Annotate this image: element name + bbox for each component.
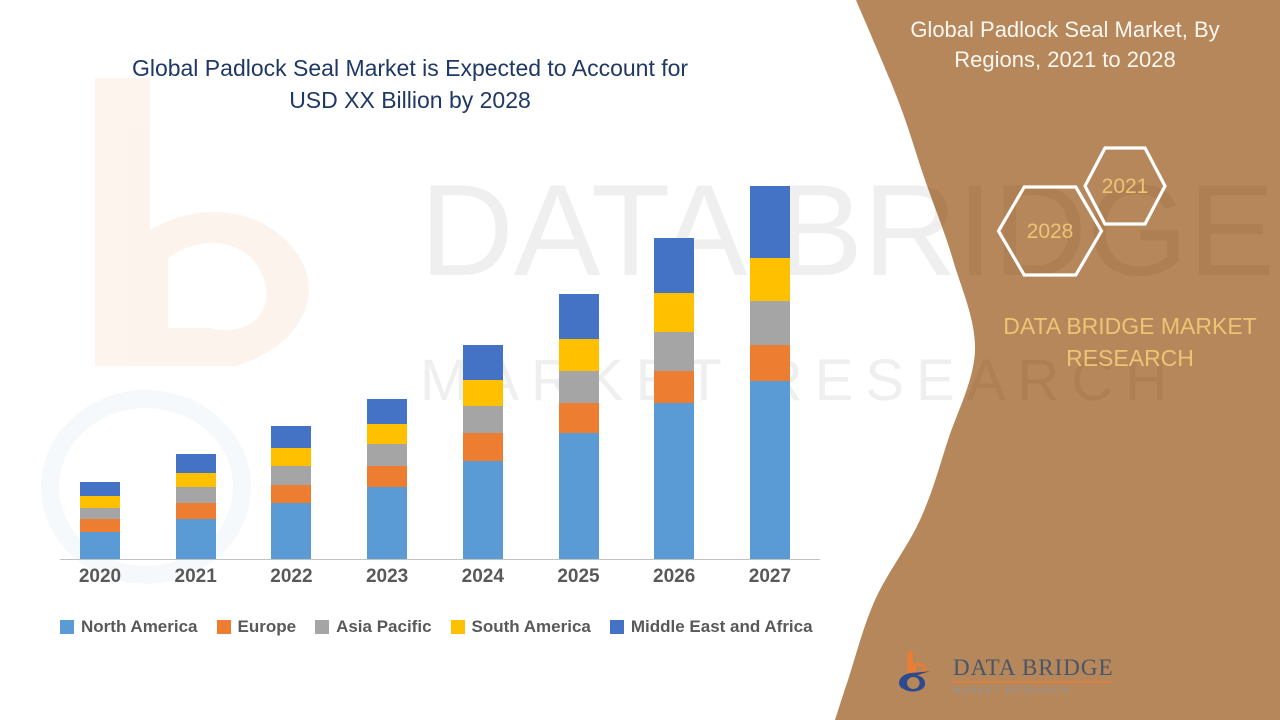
- svg-text:2028: 2028: [1027, 220, 1074, 243]
- svg-text:2021: 2021: [1102, 175, 1149, 198]
- svg-text:DATA BRIDGE: DATA BRIDGE: [953, 655, 1114, 680]
- svg-text:MARKET RESEARCH: MARKET RESEARCH: [953, 685, 1071, 695]
